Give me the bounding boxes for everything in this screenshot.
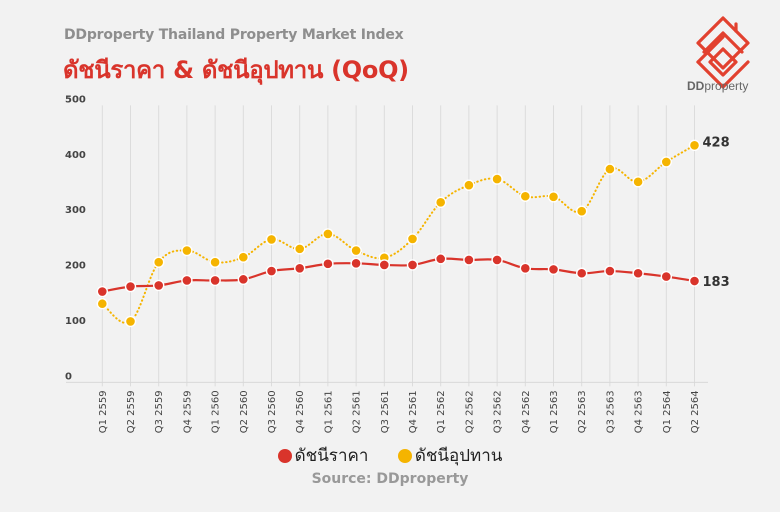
data-point xyxy=(181,244,193,257)
data-point xyxy=(294,262,306,274)
x-tick-label: Q2 2562 xyxy=(464,390,475,433)
ddproperty-logo-text: DDproperty xyxy=(687,79,749,93)
y-tick-label: 500 xyxy=(65,94,86,105)
data-point xyxy=(519,262,531,274)
data-point xyxy=(124,280,137,293)
x-tick-label: Q4 2561 xyxy=(408,390,419,433)
x-tick-label: Q2 2561 xyxy=(352,390,363,433)
data-point xyxy=(237,273,250,286)
data-point xyxy=(576,267,588,279)
x-tick-label: Q1 2563 xyxy=(549,390,560,433)
data-point xyxy=(265,233,278,246)
x-tick-label: Q2 2559 xyxy=(126,390,137,433)
data-point xyxy=(688,139,701,151)
legend-item-price-index: ดัชนีราคา xyxy=(277,442,369,469)
x-tick-label: Q3 2561 xyxy=(380,390,391,433)
chart-series xyxy=(96,139,701,328)
data-point xyxy=(378,259,390,271)
data-point xyxy=(491,254,503,266)
chart-title: ดัชนีราคา & ดัชนีอุปทาน (QoQ) xyxy=(63,56,409,84)
data-point xyxy=(294,243,306,255)
x-axis: Q1 2559 Q2 2559 Q3 2559 Q4 2559 Q1 2560 Q2 25… xyxy=(66,381,708,433)
data-point xyxy=(350,257,362,269)
data-point xyxy=(209,256,221,268)
legend-label: ดัชนีอุปทาน xyxy=(414,446,503,466)
x-tick-label: Q2 2563 xyxy=(577,390,588,433)
y-tick-label: 400 xyxy=(65,150,86,161)
ddproperty-logo-icon xyxy=(696,16,750,89)
data-point xyxy=(322,258,334,270)
x-tick-label: Q1 2559 xyxy=(98,390,109,433)
data-point xyxy=(406,233,419,245)
data-point xyxy=(660,156,672,168)
chart-subtitle: DDproperty Thailand Property Market Inde… xyxy=(64,27,404,43)
data-point xyxy=(491,173,503,185)
source-note: Source: DDproperty xyxy=(311,471,469,487)
y-tick-label: 100 xyxy=(65,316,86,327)
data-point xyxy=(322,228,334,240)
x-tick-label: Q1 2561 xyxy=(323,390,334,433)
data-point xyxy=(406,259,419,271)
data-point xyxy=(547,191,560,203)
data-point xyxy=(632,176,644,188)
x-tick-label: Q4 2559 xyxy=(182,390,193,433)
legend-label: ดัชนีราคา xyxy=(294,446,369,466)
data-point xyxy=(209,274,221,287)
x-tick-label: Q1 2562 xyxy=(436,390,447,433)
data-point xyxy=(237,251,250,263)
data-point xyxy=(632,267,644,279)
data-point xyxy=(463,179,475,191)
series-supply-index xyxy=(96,139,701,328)
legend-dot-icon xyxy=(397,448,412,463)
x-tick-label: Q2 2564 xyxy=(690,390,701,433)
y-tick-label: 0 xyxy=(65,371,72,382)
data-point xyxy=(350,244,362,257)
data-point xyxy=(265,265,278,277)
x-tick-label: Q3 2563 xyxy=(605,390,616,433)
supply-end-label: 428 xyxy=(703,135,730,150)
y-tick-label: 200 xyxy=(65,261,86,272)
y-axis: 0 100 200 300 400 500 xyxy=(65,94,86,382)
price-end-label: 183 xyxy=(703,275,730,290)
x-tick-label: Q1 2560 xyxy=(211,390,222,433)
x-tick-label: Q4 2563 xyxy=(634,390,645,433)
data-point xyxy=(604,265,616,277)
x-tick-label: Q2 2560 xyxy=(239,390,250,433)
data-point xyxy=(547,263,560,276)
chart-legend: ดัชนีราคา ดัชนีอุปทาน xyxy=(0,442,780,469)
data-point xyxy=(96,298,109,310)
legend-dot-icon xyxy=(277,448,292,463)
data-point xyxy=(576,205,588,217)
data-point xyxy=(688,275,701,287)
x-tick-label: Q1 2564 xyxy=(662,390,673,433)
data-point xyxy=(152,279,165,292)
x-tick-label: Q4 2560 xyxy=(295,390,306,433)
data-point xyxy=(96,285,109,298)
data-point xyxy=(152,256,165,268)
data-point xyxy=(124,315,137,328)
data-point xyxy=(463,254,475,266)
legend-item-supply-index: ดัชนีอุปทาน xyxy=(397,442,503,469)
data-point xyxy=(435,253,447,265)
line-chart: 0 100 200 300 400 500 Q1 2559 Q2 2559 Q3 2559 Q4… xyxy=(65,94,730,433)
data-point xyxy=(660,270,672,283)
chart-gridlines xyxy=(101,105,695,387)
x-tick-label: Q4 2562 xyxy=(521,390,532,433)
data-point xyxy=(435,196,447,209)
y-tick-label: 300 xyxy=(65,205,86,216)
x-tick-label: Q3 2559 xyxy=(154,390,165,433)
data-point xyxy=(181,274,193,287)
data-point xyxy=(604,163,616,175)
data-point xyxy=(519,190,531,202)
series-price-index xyxy=(96,253,701,298)
x-tick-label: Q3 2560 xyxy=(267,390,278,433)
end-labels: 183 428 xyxy=(703,135,730,290)
x-tick-label: Q3 2562 xyxy=(493,390,504,433)
